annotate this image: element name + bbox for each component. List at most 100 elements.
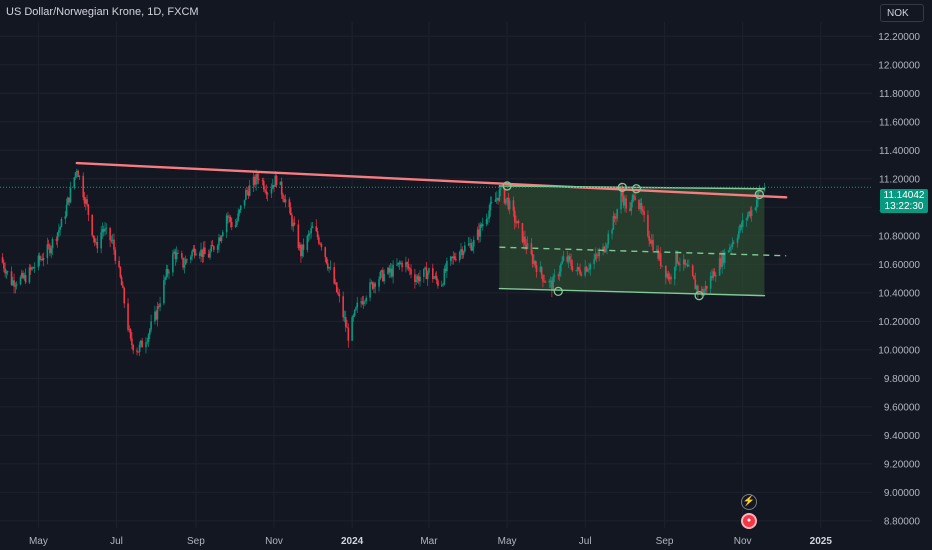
candle-body [425, 267, 428, 280]
candle-body [759, 188, 762, 191]
candle-body [602, 246, 604, 252]
candle-body [19, 277, 22, 285]
candle-body [741, 219, 744, 228]
candle-body [337, 292, 339, 295]
candle-body [506, 197, 508, 199]
candle-body [12, 280, 14, 285]
candle-body [137, 351, 140, 353]
candle-body [78, 175, 81, 178]
candle-body [490, 201, 493, 203]
candle-body [437, 280, 439, 286]
candle-body [127, 303, 129, 330]
candle-body [567, 256, 570, 262]
candle-body [679, 264, 681, 266]
candle-body [524, 236, 526, 245]
candle-body [370, 282, 373, 284]
candle-body [396, 264, 398, 266]
candle-body [29, 267, 32, 270]
candle-body [624, 198, 626, 206]
candle-body [525, 244, 528, 249]
candle-body [50, 248, 53, 254]
currency-button[interactable]: NOK [880, 4, 924, 22]
candle-body [67, 197, 69, 205]
avatar[interactable]: ● [741, 513, 757, 529]
candle-body [193, 248, 196, 256]
x-tick-label: Nov [734, 536, 752, 547]
channel-box [499, 185, 765, 296]
candle-body [426, 272, 429, 280]
candle-body [245, 190, 247, 200]
candle-body [210, 245, 213, 252]
bar-countdown: 13:22:30 [884, 201, 924, 212]
candle-body [453, 256, 456, 259]
candle-body [494, 199, 497, 202]
candle-body [460, 249, 462, 252]
candle-body [739, 224, 741, 231]
candle-body [325, 257, 328, 264]
candle-body [343, 317, 346, 318]
candle-body [688, 265, 690, 267]
candle-body [76, 170, 78, 173]
y-tick-label: 9.60000 [884, 402, 921, 413]
y-axis[interactable]: 12.20000 12.00000 11.80000 11.60000 11.40000… [878, 32, 920, 528]
candle-body [674, 266, 676, 280]
touch-marker [754, 189, 764, 200]
candle-body [361, 301, 364, 305]
candle-body [270, 188, 273, 194]
y-tick-label: 11.60000 [879, 117, 920, 128]
candle-body [487, 218, 489, 220]
candle-body [677, 262, 680, 265]
candle-body [47, 244, 50, 246]
candle-body [746, 214, 749, 219]
candle-body [163, 279, 165, 304]
candle-body [451, 256, 453, 259]
candle-body [91, 214, 93, 236]
candle-body [328, 267, 330, 269]
candle-body [282, 194, 284, 199]
candle-body [478, 229, 480, 237]
candle-body [111, 239, 114, 241]
candle-body [435, 275, 438, 281]
touch-marker [694, 291, 704, 301]
candle-body [109, 227, 111, 241]
candle-body [246, 190, 248, 192]
symbol-title: US Dollar/Norwegian Krone, 1D, FXCM [6, 6, 199, 18]
candle-body [535, 265, 538, 273]
candle-body [410, 269, 412, 275]
channel-top-line [498, 185, 766, 190]
candle-body [469, 243, 471, 245]
candle-body [353, 309, 356, 316]
candle-body [549, 280, 552, 282]
candle-body [383, 273, 385, 282]
candle-body [256, 174, 259, 179]
candle-body [59, 227, 61, 230]
candle-body [364, 301, 366, 303]
candle-body [675, 251, 677, 267]
last-price-badge: 11.14042 13:22:30 [880, 189, 928, 213]
y-tick-label: 9.00000 [884, 488, 921, 499]
candle-body [157, 306, 160, 308]
candle-body [239, 205, 242, 210]
candle-body [380, 270, 383, 272]
candle-body [557, 275, 560, 277]
candle-body [713, 271, 716, 277]
candle-body [584, 266, 586, 276]
candle-body [471, 246, 474, 251]
flash-icon[interactable]: ⚡ [741, 494, 757, 510]
x-axis[interactable]: May Jul Sep Nov 2024 Mar May Jul Sep Nov 2025 [29, 536, 832, 547]
candle-body [706, 285, 708, 289]
candle-body [709, 276, 712, 289]
resistance-line [75, 161, 788, 199]
candle-body [114, 249, 117, 261]
candles [1, 168, 766, 356]
candle-body [531, 254, 534, 264]
candle-body [723, 252, 726, 263]
candle-body [220, 236, 223, 242]
candle-body [213, 246, 215, 250]
candle-body [575, 270, 578, 272]
candle-body [414, 274, 416, 282]
candle-body [365, 297, 368, 302]
y-tick-label: 8.80000 [884, 516, 921, 527]
candle-body [58, 229, 60, 233]
